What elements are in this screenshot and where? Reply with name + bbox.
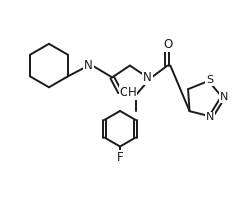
Text: N: N — [206, 112, 214, 123]
Text: S: S — [206, 75, 213, 85]
Text: H: H — [127, 86, 136, 99]
Text: N: N — [84, 59, 93, 72]
Text: O: O — [164, 38, 173, 51]
Text: N: N — [219, 92, 228, 102]
Text: O: O — [119, 86, 129, 99]
Text: N: N — [143, 71, 152, 84]
Text: F: F — [117, 151, 123, 164]
